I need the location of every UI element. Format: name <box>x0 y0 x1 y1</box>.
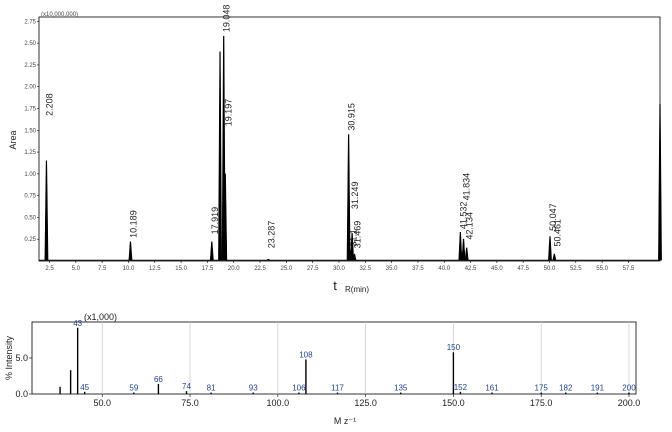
chromatogram-y-tick-label: 2.50 <box>24 41 36 47</box>
mass-spectrum-y-tick-label: 0.0 <box>15 389 28 399</box>
chromatogram-x-axis-label-subscript: R(min) <box>345 285 369 294</box>
mass-spectrum-bar-label: 66 <box>154 375 163 384</box>
chromatogram-x-tick-label: 45.0 <box>491 266 503 272</box>
chromatogram-peak-label: 10.189 <box>128 210 138 238</box>
chromatogram-x-tick-label: 22.5 <box>254 266 266 272</box>
chromatogram-y-tick-label: 1.25 <box>24 150 36 156</box>
mass-spectrum-bar-label: 81 <box>207 384 216 393</box>
chromatogram-peak-label: 2.208 <box>44 93 54 116</box>
chromatogram-peak <box>458 231 463 261</box>
chromatogram-x-tick-label: 32.5 <box>359 266 371 272</box>
chromatogram-peak-label: 41.834 <box>462 173 472 201</box>
chromatogram-peak <box>352 253 357 261</box>
chromatogram-peak <box>658 103 662 261</box>
mass-spectrum-x-tick-label: 50.0 <box>93 398 111 408</box>
mass-spectrum-bar-label: 74 <box>182 382 191 391</box>
mass-spectrum-bar-label: 191 <box>591 384 605 393</box>
chromatogram-x-tick-label: 57.5 <box>623 266 635 272</box>
mass-spectrum-x-tick-label: 175.0 <box>530 398 553 408</box>
chromatogram-peak-label: 31.1 <box>349 229 359 247</box>
mass-spectrum-x-axis-label: M z⁻¹ <box>334 416 356 426</box>
chromatogram-y-tick-label: 1.75 <box>24 107 36 113</box>
mass-spectrum-bar-label: 45 <box>80 383 89 392</box>
chromatogram-peak <box>464 247 469 261</box>
mass-spectrum-bar-label: 182 <box>559 384 573 393</box>
chromatogram-x-tick-label: 10.0 <box>123 266 135 272</box>
chromatogram-peak <box>265 258 271 261</box>
chromatogram-peak-label: 17.919 <box>210 207 220 235</box>
chromatogram-x-tick-label: 27.5 <box>307 266 319 272</box>
chromatogram-peak-label: 30.915 <box>347 103 357 131</box>
chromatogram-x-tick-label: 30.0 <box>333 266 345 272</box>
chromatogram-x-tick-label: 40.0 <box>438 266 450 272</box>
chromatogram-x-tick-label: 2.5 <box>45 266 54 272</box>
mass-spectrum-bar-label: 43 <box>73 319 82 328</box>
chromatogram-y-tick-label: 0.25 <box>24 237 36 243</box>
mass-spectrum-bar-label: 108 <box>299 350 313 359</box>
mass-spectrum-bar-label: 150 <box>447 343 461 352</box>
chromatogram-x-tick-label: 15.0 <box>175 266 187 272</box>
mass-spectrum-y-axis-label: % Intensity <box>4 335 14 380</box>
chromatogram-peak-label: 19.048 <box>222 5 232 33</box>
mass-spectrum-bar-label: 135 <box>394 384 408 393</box>
chromatogram-peak <box>209 241 214 261</box>
mass-spectrum-scale-note: (x1,000) <box>84 312 117 322</box>
mass-spectrum-bar-label: 59 <box>129 384 138 393</box>
chromatogram-peak <box>548 236 552 261</box>
chromatogram-y-tick-label: 2.00 <box>24 85 36 91</box>
chromatogram-x-tick-label: 35.0 <box>386 266 398 272</box>
chromatogram-scale-note: (x10,000,000) <box>41 12 78 18</box>
mass-spectrum-bar-label: 106 <box>292 384 306 393</box>
mass-spectrum-y-tick-label: 5.0 <box>15 353 28 363</box>
chromatogram-x-tick-label: 47.5 <box>517 266 529 272</box>
mass-spectrum-bar-label: 93 <box>249 384 258 393</box>
chromatogram-x-axis-label: t <box>333 278 337 293</box>
chromatogram-x-tick-label: 50.0 <box>544 266 556 272</box>
mass-spectrum-x-tick-label: 100.0 <box>267 398 290 408</box>
chromatogram-x-tick-label: 5.0 <box>72 266 81 272</box>
chromatogram-peak-label: 31.469 <box>352 221 362 249</box>
chromatogram-peak <box>44 160 49 261</box>
chromatogram-x-tick-label: 52.5 <box>570 266 582 272</box>
chromatogram-peak-label: 50.047 <box>548 203 558 231</box>
mass-spectrum-bar-label: 152 <box>454 383 468 392</box>
chromatogram-peak-label: 41.532 <box>458 202 468 230</box>
chromatogram-x-tick-label: 17.5 <box>202 266 214 272</box>
chromatogram-x-tick-label: 20.0 <box>228 266 240 272</box>
mass-spectrum-panel: (x1,000) % Intensity M z⁻¹ 50.0 75.0 100.0… <box>4 312 640 426</box>
mass-spectrum-bar-label: 200 <box>622 384 636 393</box>
mass-spectrum-bar-label: 117 <box>331 384 344 393</box>
chromatogram-peak-label: 31.249 <box>350 182 360 210</box>
mass-spectrum-x-tick-label: 200.0 <box>618 398 641 408</box>
chromatogram-y-axis-label: Area <box>8 130 18 149</box>
mass-spectrum-x-tick-label: 150.0 <box>442 398 465 408</box>
chromatogram-y-tick-label: 2.25 <box>24 63 36 69</box>
chromatogram-y-tick-label: 1.50 <box>24 128 36 134</box>
chromatogram-panel: (x10,000,000) Area t R(min) 0.25 0.50 0.75… <box>8 5 662 294</box>
chromatogram-y-tick-label: 0.75 <box>24 194 36 200</box>
chromatogram-x-tick-label: 55.0 <box>596 266 608 272</box>
chromatogram-x-tick-label: 42.5 <box>465 266 477 272</box>
chromatogram-peak-label: 23.287 <box>266 221 276 249</box>
mass-spectrum-x-tick-label: 125.0 <box>354 398 377 408</box>
chromatogram-y-tick-label: 0.50 <box>24 215 36 221</box>
chromatogram-peak-label: 42.134 <box>465 212 475 240</box>
chromatogram-x-tick-label: 25.0 <box>281 266 293 272</box>
chromatogram-peak-label: 19.197 <box>223 99 233 127</box>
chromatogram-peak <box>128 241 133 261</box>
chromatogram-x-tick-label: 7.5 <box>98 266 107 272</box>
chromatogram-y-tick-label: 1.00 <box>24 172 36 178</box>
mass-spectrum-x-tick-label: 75.0 <box>181 398 199 408</box>
chromatogram-x-tick-label: 37.5 <box>412 266 424 272</box>
chromatogram-peak <box>461 238 466 261</box>
chromatogram-peak <box>218 51 222 261</box>
chromatogram-peak <box>223 173 228 261</box>
chromatogram-peak <box>552 253 557 261</box>
mass-spectrum-bar-label: 175 <box>535 384 549 393</box>
chromatogram-x-tick-label: 12.5 <box>149 266 161 272</box>
chromatogram-peak-label: 50.461 <box>552 219 562 247</box>
mass-spectrum-bar-label: 161 <box>485 384 499 393</box>
chromatogram-y-tick-label: 2.75 <box>24 19 36 25</box>
